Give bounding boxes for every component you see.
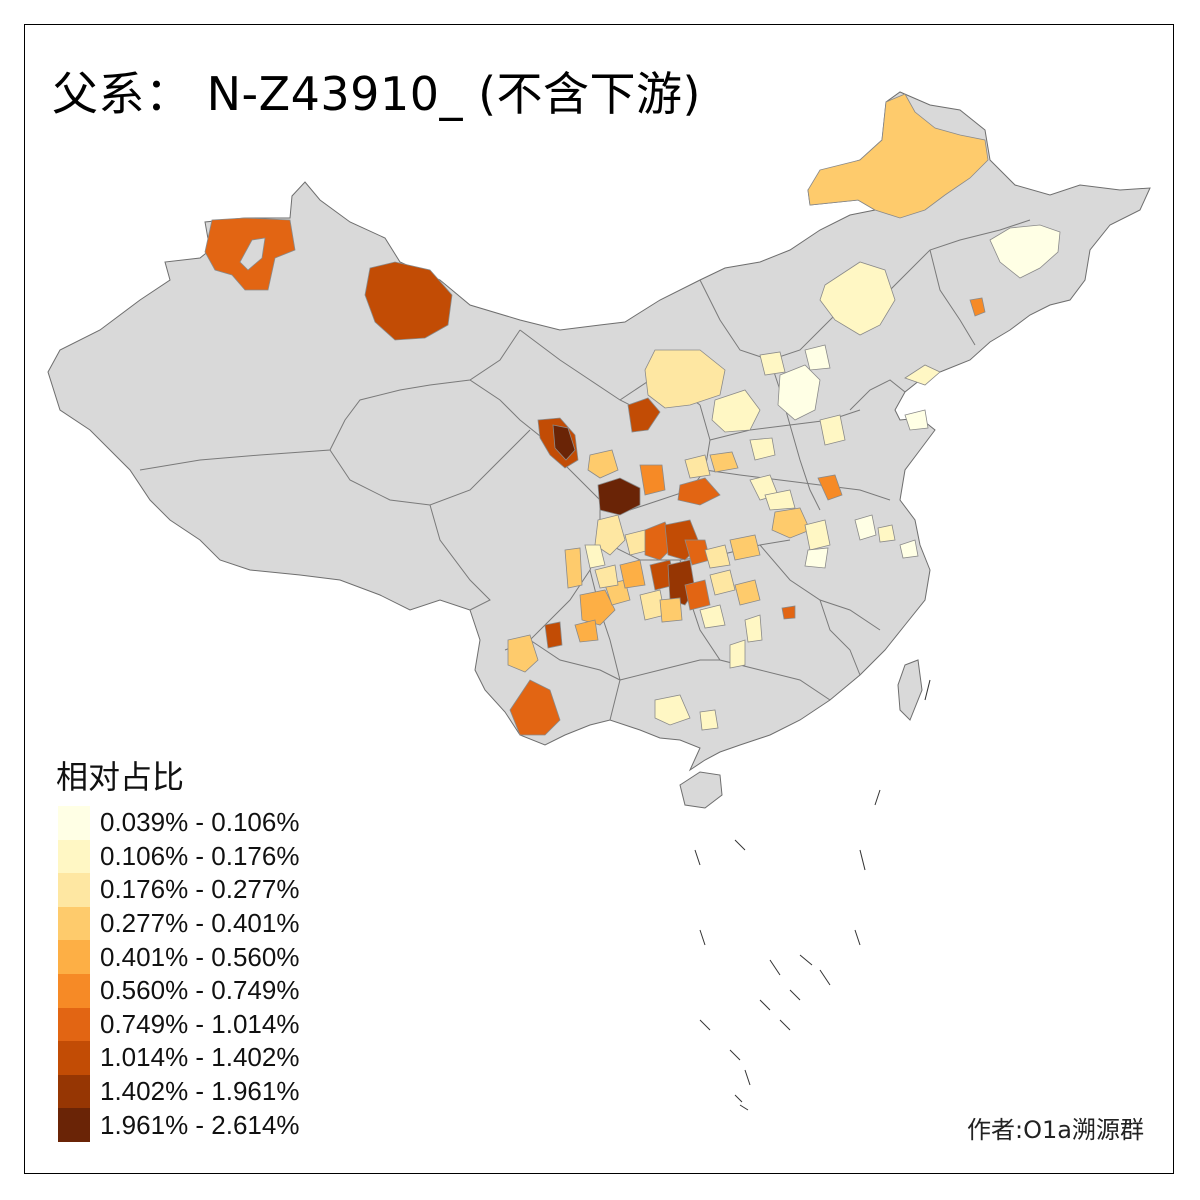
author-credit: 作者:O1a溯源群 xyxy=(967,1116,1144,1144)
legend-item: 0.401% - 0.560% xyxy=(58,940,299,974)
legend-item: 0.176% - 0.277% xyxy=(58,873,299,907)
legend-item: 0.560% - 0.749% xyxy=(58,973,300,1008)
legend: 0.039% - 0.106% 0.106% - 0.176% 0.176% - 0… xyxy=(58,806,299,1142)
south-china-sea-islands xyxy=(694,679,931,1111)
legend-label: 0.749% - 1.014% xyxy=(100,1008,300,1039)
legend-item: 1.014% - 1.402% xyxy=(58,1041,299,1075)
legend-swatch xyxy=(58,873,90,907)
legend-swatch xyxy=(58,973,90,1008)
legend-label: 0.176% - 0.277% xyxy=(100,874,300,905)
legend-label: 0.560% - 0.749% xyxy=(100,975,300,1006)
legend-label: 1.961% - 2.614% xyxy=(100,1109,300,1140)
legend-item: 0.039% - 0.106% xyxy=(58,806,299,840)
legend-label: 0.106% - 0.176% xyxy=(100,840,300,871)
legend-swatch xyxy=(58,1007,90,1042)
legend-label: 0.039% - 0.106% xyxy=(100,807,300,838)
legend-label: 0.277% - 0.401% xyxy=(100,908,300,939)
highlighted-regions xyxy=(204,93,1061,736)
legend-label: 1.402% - 1.961% xyxy=(100,1076,300,1107)
legend-label: 0.401% - 0.560% xyxy=(100,941,300,972)
legend-swatch xyxy=(58,1041,90,1075)
legend-item: 1.961% - 2.614% xyxy=(58,1108,299,1142)
legend-item: 0.749% - 1.014% xyxy=(58,1007,300,1042)
china-mainland xyxy=(47,91,1151,772)
taiwan-island xyxy=(897,659,923,721)
legend-item: 0.106% - 0.176% xyxy=(58,839,300,874)
legend-title: 相对占比 xyxy=(56,758,185,796)
legend-item: 0.277% - 0.401% xyxy=(58,906,300,941)
legend-swatch xyxy=(58,1108,90,1142)
legend-swatch xyxy=(58,940,90,974)
map-title: 父系： N-Z43910_ (不含下游) xyxy=(52,67,701,121)
legend-swatch xyxy=(58,839,90,874)
legend-label: 1.014% - 1.402% xyxy=(100,1042,300,1073)
hainan-island xyxy=(679,771,723,809)
legend-swatch xyxy=(58,1074,90,1109)
legend-swatch xyxy=(58,806,90,840)
legend-swatch xyxy=(58,906,90,941)
legend-item: 1.402% - 1.961% xyxy=(58,1074,300,1109)
